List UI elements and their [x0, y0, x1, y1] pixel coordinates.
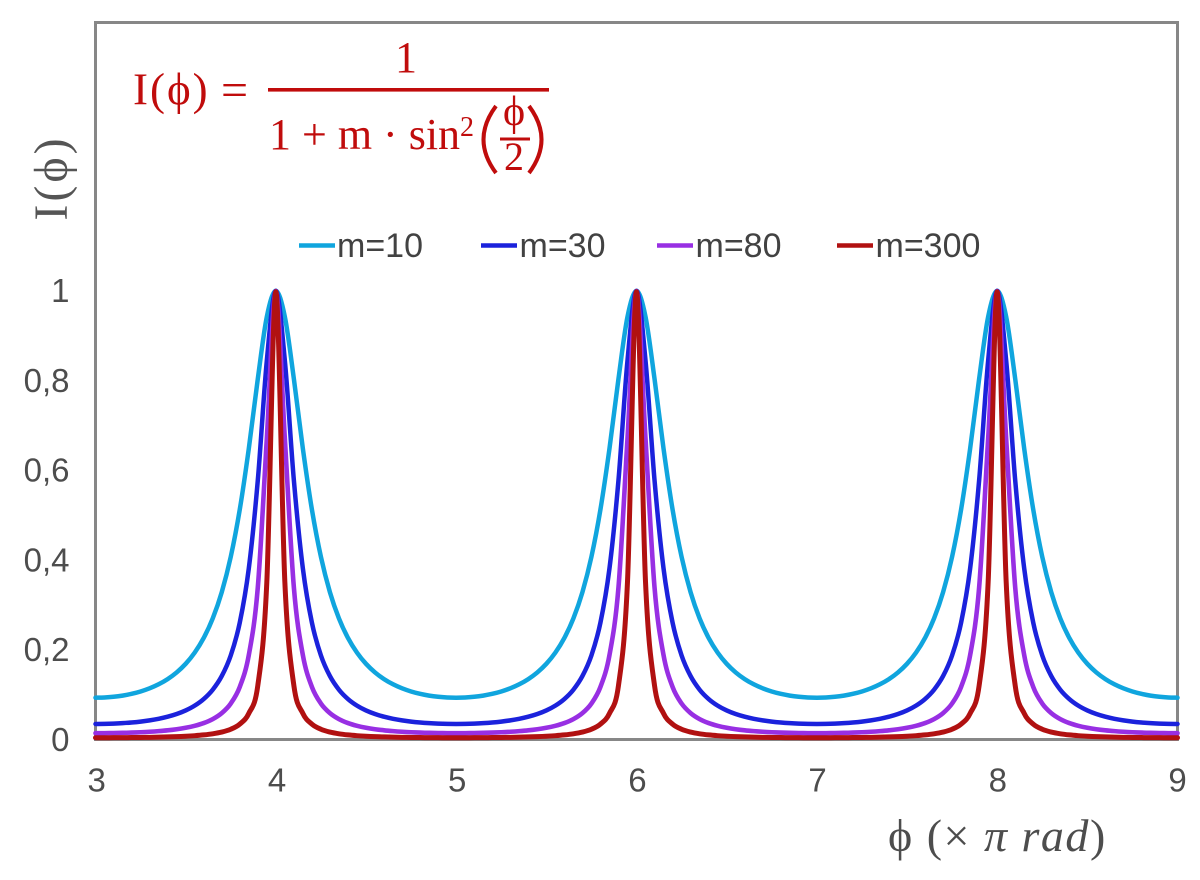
svg-text:6: 6	[628, 762, 646, 799]
svg-text:0,2: 0,2	[24, 631, 70, 668]
svg-text:m=300: m=300	[876, 227, 981, 265]
svg-text:ϕ: ϕ	[503, 89, 525, 135]
svg-text:m=30: m=30	[520, 227, 606, 265]
svg-text:I(ϕ): I(ϕ)	[25, 135, 78, 220]
svg-text:3: 3	[88, 762, 106, 799]
svg-text:4: 4	[268, 762, 286, 799]
svg-text:2: 2	[504, 134, 524, 179]
svg-text:0,8: 0,8	[24, 362, 70, 399]
svg-text:7: 7	[808, 762, 826, 799]
svg-text:I(ϕ): I(ϕ)	[133, 65, 210, 115]
svg-text:=: =	[221, 64, 248, 117]
svg-text:8: 8	[989, 762, 1007, 799]
svg-text:0: 0	[51, 721, 69, 758]
svg-text:m=10: m=10	[337, 227, 423, 265]
svg-text:0,4: 0,4	[24, 541, 70, 578]
svg-text:1: 1	[51, 272, 69, 309]
svg-text:ϕ (× π rad): ϕ (× π rad)	[888, 810, 1107, 861]
svg-text:0,6: 0,6	[24, 452, 70, 489]
svg-text:5: 5	[448, 762, 466, 799]
svg-text:1: 1	[395, 33, 417, 82]
svg-text:9: 9	[1168, 762, 1186, 799]
svg-text:m=80: m=80	[696, 227, 782, 265]
svg-text:1 + m · sin2: 1 + m · sin2	[269, 110, 474, 159]
